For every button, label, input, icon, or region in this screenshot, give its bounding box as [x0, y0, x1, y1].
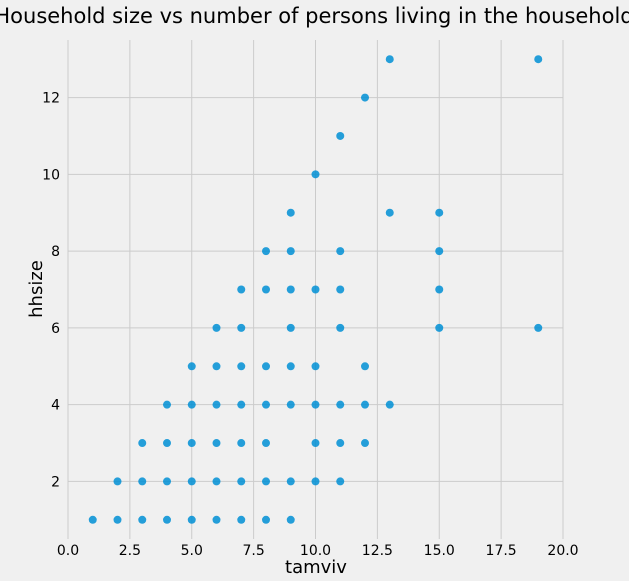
data-point	[237, 400, 246, 409]
data-point	[336, 131, 345, 140]
data-point	[187, 362, 196, 371]
data-point	[262, 400, 270, 409]
data-point	[435, 208, 444, 217]
data-point	[311, 170, 320, 179]
data-point	[361, 93, 369, 102]
data-point	[336, 285, 345, 294]
chart-title: Household size vs number of persons livi…	[0, 4, 629, 28]
data-point	[113, 477, 122, 486]
data-point	[262, 439, 270, 448]
data-point	[435, 247, 444, 256]
data-point	[286, 362, 295, 371]
y-tick-label: 6	[51, 321, 60, 337]
data-point	[262, 515, 270, 524]
data-point	[311, 285, 320, 294]
y-tick-label: 8	[51, 244, 60, 260]
x-tick-label: 15.0	[424, 543, 455, 559]
data-point	[163, 400, 171, 409]
data-point	[286, 208, 295, 217]
data-point	[237, 515, 246, 524]
data-point	[435, 285, 444, 294]
data-point	[336, 400, 345, 409]
data-point	[262, 362, 270, 371]
data-point	[336, 477, 345, 486]
x-tick-label: 2.5	[119, 543, 141, 559]
data-point	[187, 439, 196, 448]
x-tick-labels: 0.0 2.5 5.0 7.5 10.0 12.5 15.0 17.5 20.0	[57, 543, 579, 559]
x-tick-label: 10.0	[300, 543, 331, 559]
data-point	[435, 323, 444, 332]
data-point	[113, 515, 122, 524]
data-point	[286, 400, 295, 409]
data-point	[286, 247, 295, 256]
y-tick-label: 2	[51, 474, 60, 490]
data-points	[88, 55, 543, 524]
data-point	[138, 515, 147, 524]
data-point	[237, 439, 246, 448]
y-tick-label: 10	[42, 167, 60, 183]
data-point	[187, 400, 196, 409]
data-point	[163, 515, 171, 524]
data-point	[237, 323, 246, 332]
y-tick-label: 12	[42, 91, 60, 107]
data-point	[286, 285, 295, 294]
data-point	[212, 439, 221, 448]
data-point	[336, 247, 345, 256]
data-point	[311, 477, 320, 486]
data-point	[311, 439, 320, 448]
x-tick-label: 17.5	[486, 543, 517, 559]
data-point	[361, 400, 369, 409]
x-tick-label: 5.0	[181, 543, 203, 559]
x-tick-label: 12.5	[362, 543, 393, 559]
y-tick-label: 4	[51, 398, 60, 414]
data-point	[534, 323, 543, 332]
data-point	[311, 400, 320, 409]
data-point	[262, 285, 270, 294]
data-point	[361, 439, 369, 448]
data-point	[385, 400, 394, 409]
x-tick-label: 7.5	[242, 543, 264, 559]
data-point	[262, 247, 270, 256]
data-point	[163, 439, 171, 448]
data-point	[286, 323, 295, 332]
data-point	[212, 362, 221, 371]
x-tick-label: 20.0	[547, 543, 578, 559]
data-point	[262, 477, 270, 486]
data-point	[187, 477, 196, 486]
data-point	[212, 515, 221, 524]
data-point	[385, 55, 394, 64]
data-point	[187, 515, 196, 524]
data-point	[163, 477, 171, 486]
y-tick-labels: 2 4 6 8 10 12	[42, 91, 60, 491]
data-point	[212, 477, 221, 486]
data-point	[286, 477, 295, 486]
data-point	[385, 208, 394, 217]
data-point	[286, 515, 295, 524]
data-point	[138, 477, 147, 486]
data-point	[138, 439, 147, 448]
data-point	[212, 323, 221, 332]
data-point	[237, 362, 246, 371]
x-axis-label: tamviv	[285, 557, 347, 578]
data-point	[88, 515, 97, 524]
data-point	[534, 55, 543, 64]
data-point	[212, 400, 221, 409]
data-point	[361, 362, 369, 371]
data-point	[336, 439, 345, 448]
y-axis-label: hhsize	[26, 260, 47, 318]
data-point	[336, 323, 345, 332]
data-point	[237, 285, 246, 294]
x-tick-label: 0.0	[57, 543, 79, 559]
data-point	[311, 362, 320, 371]
data-point	[237, 477, 246, 486]
